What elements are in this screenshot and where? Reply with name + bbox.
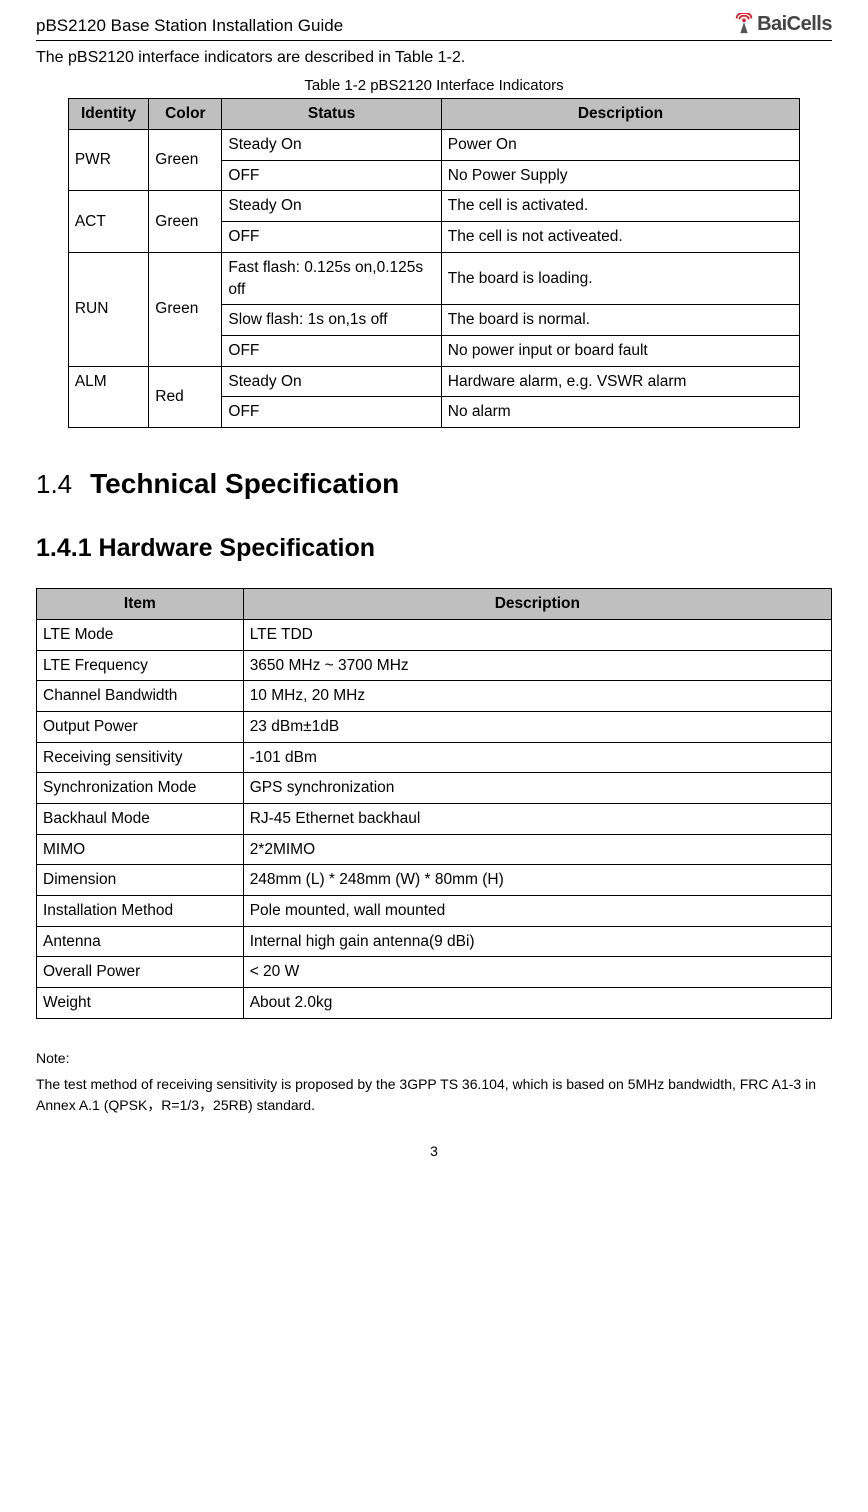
th-status: Status [222, 99, 441, 130]
note-body: The test method of receiving sensitivity… [36, 1074, 832, 1116]
cell-color: Green [149, 130, 222, 191]
th-color: Color [149, 99, 222, 130]
cell-item: Dimension [37, 865, 244, 896]
cell-color: Red [149, 366, 222, 427]
table-row: Installation MethodPole mounted, wall mo… [37, 896, 832, 927]
cell-desc: RJ-45 Ethernet backhaul [243, 803, 831, 834]
cell-desc: 10 MHz, 20 MHz [243, 681, 831, 712]
cell-desc: 23 dBm±1dB [243, 711, 831, 742]
cell-desc: Internal high gain antenna(9 dBi) [243, 926, 831, 957]
table-header-row: Identity Color Status Description [68, 99, 799, 130]
cell-status: Steady On [222, 366, 441, 397]
cell-status: Steady On [222, 191, 441, 222]
cell-item: Synchronization Mode [37, 773, 244, 804]
table-row: Dimension248mm (L) * 248mm (W) * 80mm (H… [37, 865, 832, 896]
table-row: Receiving sensitivity-101 dBm [37, 742, 832, 773]
subsection-heading: 1.4.1 Hardware Specification [36, 531, 832, 566]
cell-item: LTE Mode [37, 619, 244, 650]
interface-indicators-table: Identity Color Status Description PWR Gr… [68, 98, 800, 428]
cell-desc: Pole mounted, wall mounted [243, 896, 831, 927]
cell-desc: -101 dBm [243, 742, 831, 773]
table-row: Channel Bandwidth10 MHz, 20 MHz [37, 681, 832, 712]
table-row: Synchronization ModeGPS synchronization [37, 773, 832, 804]
cell-color: Green [149, 252, 222, 366]
cell-status: OFF [222, 335, 441, 366]
table-row: LTE Frequency3650 MHz ~ 3700 MHz [37, 650, 832, 681]
cell-item: Overall Power [37, 957, 244, 988]
cell-status: Fast flash: 0.125s on,0.125s off [222, 252, 441, 304]
table-row: MIMO2*2MIMO [37, 834, 832, 865]
doc-title: pBS2120 Base Station Installation Guide [36, 14, 343, 38]
th-description: Description [441, 99, 799, 130]
cell-desc: The cell is not activeated. [441, 222, 799, 253]
table-row: ACT Green Steady On The cell is activate… [68, 191, 799, 222]
cell-desc: No Power Supply [441, 160, 799, 191]
cell-desc: The cell is activated. [441, 191, 799, 222]
cell-item: Receiving sensitivity [37, 742, 244, 773]
page-header: pBS2120 Base Station Installation Guide … [36, 10, 832, 41]
th-desc: Description [243, 589, 831, 620]
cell-desc: GPS synchronization [243, 773, 831, 804]
page-number: 3 [36, 1142, 832, 1162]
hardware-spec-table: Item Description LTE ModeLTE TDDLTE Freq… [36, 588, 832, 1019]
cell-desc: No alarm [441, 397, 799, 428]
note-title: Note: [36, 1049, 832, 1069]
cell-status: OFF [222, 160, 441, 191]
cell-desc: LTE TDD [243, 619, 831, 650]
cell-item: MIMO [37, 834, 244, 865]
cell-desc: No power input or board fault [441, 335, 799, 366]
table1-caption: Table 1-2 pBS2120 Interface Indicators [36, 75, 832, 96]
table-row: Backhaul ModeRJ-45 Ethernet backhaul [37, 803, 832, 834]
section-title: Technical Specification [90, 468, 399, 499]
cell-item: Backhaul Mode [37, 803, 244, 834]
brand-logo: BaiCells [733, 10, 832, 38]
cell-identity: ACT [68, 191, 148, 252]
cell-color: Green [149, 191, 222, 252]
table-row: ALM Red Steady On Hardware alarm, e.g. V… [68, 366, 799, 397]
cell-desc: Power On [441, 130, 799, 161]
cell-status: OFF [222, 222, 441, 253]
table-row: RUN Green Fast flash: 0.125s on,0.125s o… [68, 252, 799, 304]
cell-desc: 3650 MHz ~ 3700 MHz [243, 650, 831, 681]
table-row: WeightAbout 2.0kg [37, 988, 832, 1019]
intro-paragraph: The pBS2120 interface indicators are des… [36, 47, 832, 69]
table-header-row: Item Description [37, 589, 832, 620]
section-number: 1.4 [36, 469, 72, 499]
cell-desc: The board is normal. [441, 305, 799, 336]
cell-desc: < 20 W [243, 957, 831, 988]
logo-text: BaiCells [757, 10, 832, 38]
cell-identity: PWR [68, 130, 148, 191]
cell-status: Steady On [222, 130, 441, 161]
cell-item: Antenna [37, 926, 244, 957]
cell-identity: RUN [68, 252, 148, 366]
cell-status: OFF [222, 397, 441, 428]
table-row: AntennaInternal high gain antenna(9 dBi) [37, 926, 832, 957]
cell-item: Channel Bandwidth [37, 681, 244, 712]
section-heading: 1.4 Technical Specification [36, 464, 832, 503]
cell-item: Output Power [37, 711, 244, 742]
cell-desc: The board is loading. [441, 252, 799, 304]
cell-item: LTE Frequency [37, 650, 244, 681]
th-item: Item [37, 589, 244, 620]
antenna-icon [733, 13, 755, 35]
cell-desc: About 2.0kg [243, 988, 831, 1019]
table-row: LTE ModeLTE TDD [37, 619, 832, 650]
cell-status: Slow flash: 1s on,1s off [222, 305, 441, 336]
th-identity: Identity [68, 99, 148, 130]
table-row: Output Power23 dBm±1dB [37, 711, 832, 742]
cell-desc: 2*2MIMO [243, 834, 831, 865]
cell-identity: ALM [68, 366, 148, 427]
cell-item: Weight [37, 988, 244, 1019]
cell-desc: 248mm (L) * 248mm (W) * 80mm (H) [243, 865, 831, 896]
cell-item: Installation Method [37, 896, 244, 927]
table-row: PWR Green Steady On Power On [68, 130, 799, 161]
table-row: Overall Power< 20 W [37, 957, 832, 988]
cell-desc: Hardware alarm, e.g. VSWR alarm [441, 366, 799, 397]
